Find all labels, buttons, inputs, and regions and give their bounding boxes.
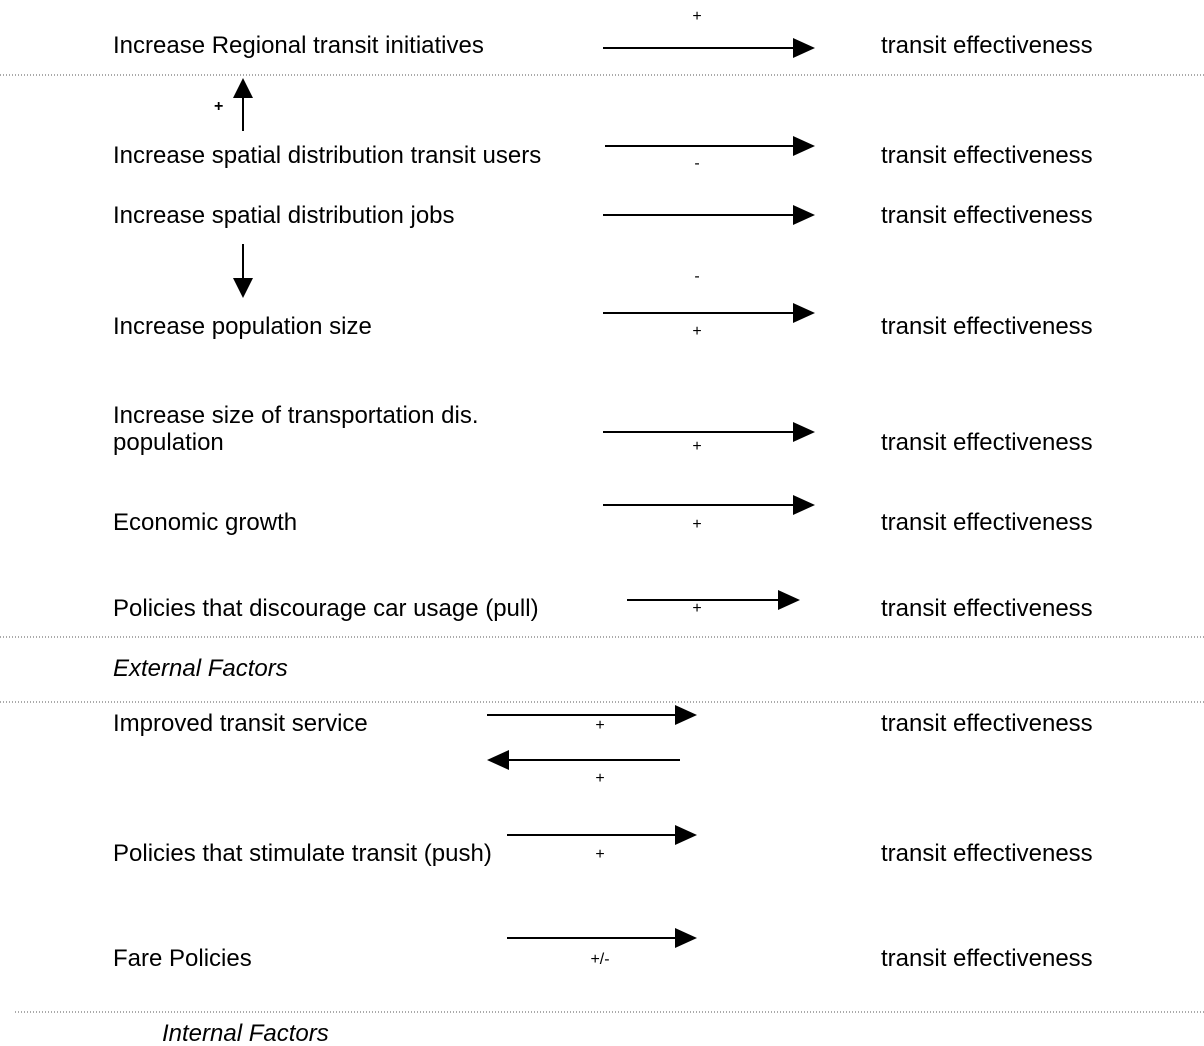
arrowhead xyxy=(675,705,697,725)
factor-label: Improved transit service xyxy=(113,710,368,737)
target-label: transit effectiveness xyxy=(881,945,1093,972)
sign-label: +/- xyxy=(590,951,609,968)
arrowhead xyxy=(793,136,815,156)
arrowhead xyxy=(233,278,253,298)
factor-label: Policies that stimulate transit (push) xyxy=(113,840,492,867)
target-label: transit effectiveness xyxy=(881,202,1093,229)
arrowhead xyxy=(675,928,697,948)
arrowhead xyxy=(675,825,697,845)
target-label: transit effectiveness xyxy=(881,429,1093,456)
sign-label: - xyxy=(694,268,699,285)
factor-label: Increase spatial distribution transit us… xyxy=(113,142,541,169)
factor-label: Increase population size xyxy=(113,313,372,340)
target-label: transit effectiveness xyxy=(881,32,1093,59)
arrowhead xyxy=(793,495,815,515)
diagram-body: + External Factors Internal Factors xyxy=(0,74,1204,1046)
factor-label: Increase spatial distribution jobs xyxy=(113,202,455,229)
sign-label: + xyxy=(692,438,701,455)
factor-label: Policies that discourage car usage (pull… xyxy=(113,595,539,622)
factor-label: Increase Regional transit initiatives xyxy=(113,32,484,59)
target-label: transit effectiveness xyxy=(881,710,1093,737)
sign-label: + xyxy=(595,717,604,734)
arrowhead xyxy=(778,590,800,610)
arrowhead xyxy=(793,205,815,225)
sign-label: + xyxy=(692,8,701,25)
sign-label: - xyxy=(694,155,699,172)
factor-label: population xyxy=(113,429,224,456)
sign-label: + xyxy=(692,600,701,617)
sign-label: + xyxy=(692,323,701,340)
arrowhead xyxy=(793,303,815,323)
target-label: transit effectiveness xyxy=(881,509,1093,536)
target-label: transit effectiveness xyxy=(881,313,1093,340)
section-label: External Factors xyxy=(113,655,288,682)
arrowhead xyxy=(233,78,253,98)
link-sign: + xyxy=(214,98,223,115)
target-label: transit effectiveness xyxy=(881,595,1093,622)
arrowhead xyxy=(793,422,815,442)
factor-label: Fare Policies xyxy=(113,945,252,972)
section-label: Internal Factors xyxy=(162,1020,329,1046)
sign-label: + xyxy=(595,770,604,787)
arrowhead xyxy=(793,38,815,58)
factor-label: Increase size of transportation dis. xyxy=(113,402,479,429)
factor-label: Economic growth xyxy=(113,509,297,536)
sign-label: + xyxy=(692,516,701,533)
sign-label: + xyxy=(595,846,604,863)
target-label: transit effectiveness xyxy=(881,142,1093,169)
target-label: transit effectiveness xyxy=(881,840,1093,867)
arrowhead xyxy=(487,750,509,770)
